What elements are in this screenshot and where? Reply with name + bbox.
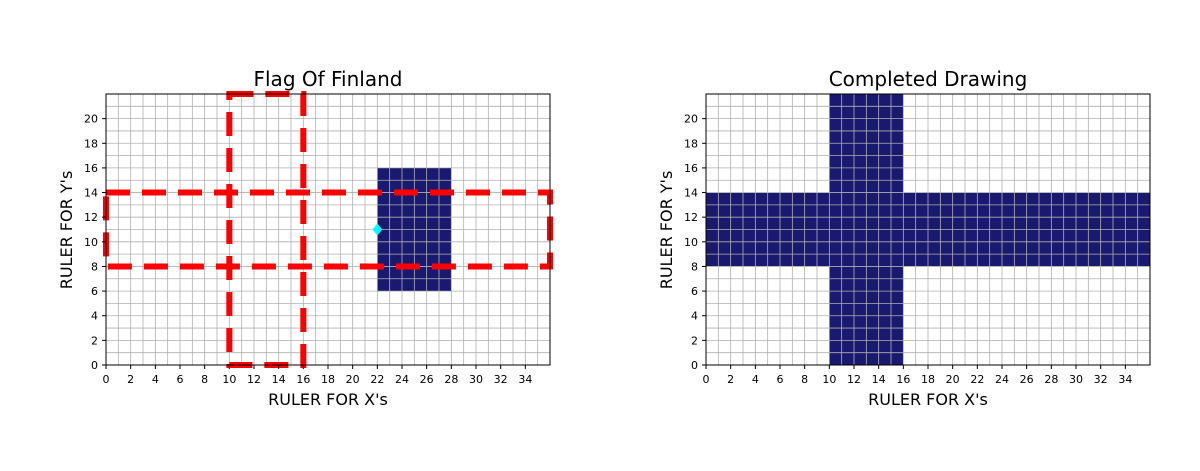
x-tick-label: 10	[822, 373, 836, 386]
x-tick-label: 6	[777, 373, 784, 386]
y-tick-label: 14	[684, 187, 698, 200]
y-tick-label: 12	[684, 211, 698, 224]
x-tick-label: 0	[703, 373, 710, 386]
x-tick-label: 12	[847, 373, 861, 386]
x-tick-label: 8	[201, 373, 208, 386]
y-tick-label: 16	[84, 162, 98, 175]
x-tick-label: 30	[1069, 373, 1083, 386]
chart-flag-of-finland: Flag Of Finland RULER FOR X's RULER FOR …	[57, 67, 553, 409]
x-tick-label: 10	[222, 373, 236, 386]
y-tick-label: 4	[691, 310, 698, 323]
x-tick-label: 20	[946, 373, 960, 386]
y-tick-label: 10	[84, 236, 98, 249]
y-tick-label: 6	[91, 285, 98, 298]
x-tick-label: 14	[272, 373, 286, 386]
x-tick-label: 18	[921, 373, 935, 386]
x-tick-label: 16	[296, 373, 310, 386]
chart-completed-drawing: Completed Drawing RULER FOR X's RULER FO…	[657, 67, 1151, 409]
x-tick-label: 8	[801, 373, 808, 386]
plot-area: 0 2 4 6 8 10 12 14 16 18 20 22 24 26 28 30 32 34024681012…	[684, 93, 1151, 386]
x-tick-label: 2	[127, 373, 134, 386]
x-tick-label: 34	[1118, 373, 1132, 386]
plot-area: 0 2 4 6 8 10 12 14 16 18 20 22 24 26 28 30 32 34024681012…	[84, 91, 553, 386]
x-tick-label: 30	[469, 373, 483, 386]
y-tick-label: 2	[691, 334, 698, 347]
y-tick-label: 8	[691, 260, 698, 273]
y-tick-label: 20	[684, 113, 698, 126]
y-tick-label: 10	[684, 236, 698, 249]
x-tick-label: 16	[896, 373, 910, 386]
x-tick-label: 28	[444, 373, 458, 386]
x-tick-label: 2	[727, 373, 734, 386]
x-tick-label: 14	[872, 373, 886, 386]
chart-title: Completed Drawing	[829, 67, 1028, 91]
y-tick-label: 14	[84, 187, 98, 200]
y-tick-label: 4	[91, 310, 98, 323]
diamond-marker	[372, 223, 383, 236]
y-tick-label: 8	[91, 260, 98, 273]
y-tick-label: 12	[84, 211, 98, 224]
y-tick-label: 18	[684, 137, 698, 150]
x-axis-label: RULER FOR X's	[868, 390, 988, 409]
x-tick-label: 4	[752, 373, 759, 386]
x-tick-label: 26	[1020, 373, 1034, 386]
chart-title: Flag Of Finland	[254, 67, 403, 91]
x-tick-label: 22	[370, 373, 384, 386]
y-tick-label: 0	[91, 359, 98, 372]
x-tick-label: 6	[177, 373, 184, 386]
y-tick-label: 2	[91, 334, 98, 347]
x-tick-label: 12	[247, 373, 261, 386]
y-tick-label: 20	[84, 113, 98, 126]
x-tick-label: 32	[494, 373, 508, 386]
y-axis-label: RULER FOR Y's	[657, 171, 676, 290]
x-tick-label: 24	[395, 373, 409, 386]
y-tick-label: 16	[684, 162, 698, 175]
x-tick-label: 26	[420, 373, 434, 386]
y-tick-label: 6	[691, 285, 698, 298]
x-tick-label: 28	[1044, 373, 1058, 386]
y-tick-label: 0	[691, 359, 698, 372]
x-tick-label: 18	[321, 373, 335, 386]
y-tick-label: 18	[84, 137, 98, 150]
x-axis-label: RULER FOR X's	[268, 390, 388, 409]
x-tick-label: 20	[346, 373, 360, 386]
x-tick-label: 0	[103, 373, 110, 386]
x-tick-label: 22	[970, 373, 984, 386]
x-tick-label: 32	[1094, 373, 1108, 386]
x-tick-label: 24	[995, 373, 1009, 386]
y-axis-label: RULER FOR Y's	[57, 171, 76, 290]
x-tick-label: 34	[518, 373, 532, 386]
x-tick-label: 4	[152, 373, 159, 386]
